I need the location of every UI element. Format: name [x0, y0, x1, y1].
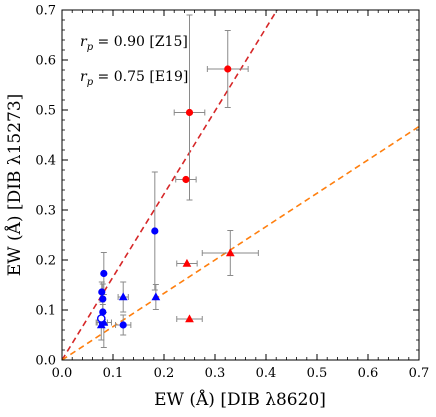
- correlation-symbol: r: [80, 34, 88, 50]
- triangle-point: [185, 314, 194, 323]
- y-tick-label: 0.1: [35, 304, 56, 319]
- circle-point: [151, 227, 159, 235]
- correlation-annotations: rp = 0.90 [Z15]rp = 0.75 [E19]: [80, 34, 188, 88]
- y-tick-label: 0.4: [35, 154, 56, 169]
- triangle-point: [151, 292, 161, 301]
- y-tick-label: 0.6: [35, 54, 56, 69]
- correlation-label: rp = 0.75 [E19]: [80, 69, 188, 88]
- x-tick-label: 0.5: [307, 366, 328, 381]
- circle-point: [99, 295, 107, 303]
- data-points: [96, 65, 235, 329]
- y-axis-title: EW (Å) [DIB λ15273]: [4, 94, 25, 277]
- plot-frame: [61, 9, 420, 361]
- y-tick-label: 0.5: [35, 104, 56, 119]
- circle-point: [100, 269, 108, 278]
- x-axis-title: EW (Å) [DIB λ8620]: [154, 389, 326, 410]
- x-tick-label: 0.4: [256, 366, 277, 381]
- x-tick-label: 0.6: [358, 366, 379, 381]
- circle-point: [98, 288, 106, 296]
- triangle-point: [182, 258, 192, 267]
- x-tick-label: 0.1: [103, 366, 124, 381]
- circle-point: [185, 108, 194, 117]
- correlation-symbol: r: [80, 69, 88, 85]
- y-tick-label: 0.3: [35, 204, 56, 219]
- fit-lines: [62, 10, 419, 360]
- triangle-point: [118, 292, 128, 301]
- axis-ticks: 0.0 0.1 0.2 0.3 0.4 0.5 0.6 0.7 0.0 0.1 0.2 0.3 0.4 0…: [35, 4, 429, 382]
- circle-point: [99, 308, 107, 316]
- open-circle-point: [96, 314, 106, 323]
- triangle-point: [225, 248, 235, 257]
- y-tick-label: 0.2: [35, 254, 56, 269]
- y-tick-label: 0.0: [35, 354, 56, 369]
- circle-point: [119, 321, 127, 329]
- correlation-value: = 0.90 [Z15]: [93, 34, 188, 50]
- triangle-point: [96, 320, 106, 329]
- correlation-subscript: p: [87, 42, 94, 53]
- fit-line-e19: [62, 125, 419, 360]
- x-tick-label: 0.2: [154, 366, 175, 381]
- x-tick-label: 0.7: [409, 366, 430, 381]
- correlation-value: = 0.75 [E19]: [93, 69, 188, 85]
- circle-point: [182, 175, 190, 184]
- correlation-subscript: p: [87, 77, 94, 88]
- circle-point: [224, 65, 232, 73]
- fit-line-z15: [62, 10, 278, 360]
- y-tick-label: 0.7: [35, 4, 56, 19]
- correlation-label: rp = 0.90 [Z15]: [80, 34, 188, 53]
- x-tick-label: 0.0: [52, 366, 73, 381]
- x-tick-label: 0.3: [205, 366, 226, 381]
